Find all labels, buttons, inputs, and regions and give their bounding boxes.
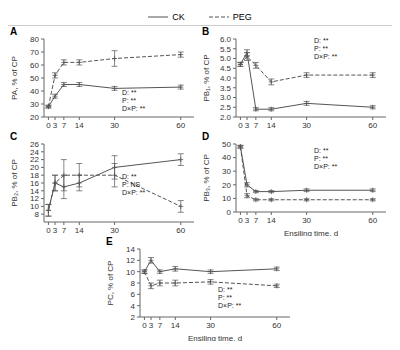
- svg-text:26: 26: [30, 140, 39, 149]
- svg-text:7: 7: [158, 321, 163, 330]
- svg-text:0: 0: [46, 226, 51, 235]
- svg-text:30: 30: [110, 226, 119, 235]
- svg-text:50: 50: [222, 140, 231, 149]
- svg-text:4.0: 4.0: [220, 74, 232, 83]
- svg-text:3: 3: [245, 121, 250, 130]
- svg-text:5.5: 5.5: [220, 45, 232, 54]
- svg-text:PB₃, % of CP: PB₃, % of CP: [202, 154, 211, 202]
- svg-text:0: 0: [238, 216, 243, 225]
- svg-text:6.0: 6.0: [220, 35, 232, 44]
- html-text:B: B: [202, 26, 210, 37]
- svg-text:22: 22: [30, 155, 39, 164]
- svg-text:3: 3: [53, 226, 58, 235]
- svg-text:60: 60: [272, 321, 281, 330]
- svg-text:30: 30: [302, 216, 311, 225]
- svg-text:60: 60: [176, 226, 185, 235]
- svg-text:80: 80: [30, 35, 39, 44]
- svg-text:3: 3: [53, 121, 58, 130]
- svg-text:10: 10: [126, 268, 135, 277]
- svg-text:14: 14: [267, 216, 276, 225]
- svg-text:2: 2: [131, 313, 136, 322]
- svg-text:12: 12: [126, 256, 135, 265]
- svg-text:7: 7: [62, 226, 67, 235]
- svg-text:7: 7: [62, 121, 67, 130]
- svg-text:0: 0: [142, 321, 147, 330]
- svg-text:2.5: 2.5: [220, 103, 232, 112]
- html-text:D: ** P: ** D×P: **: D: ** P: ** D×P: **: [122, 89, 146, 113]
- svg-text:2.0: 2.0: [220, 113, 232, 122]
- svg-text:3.5: 3.5: [220, 84, 232, 93]
- svg-text:14: 14: [126, 245, 135, 254]
- svg-text:6: 6: [131, 290, 136, 299]
- svg-text:PC, % of CP: PC, % of CP: [106, 261, 115, 306]
- svg-text:30: 30: [30, 100, 39, 109]
- html-text:C: C: [10, 131, 18, 142]
- svg-text:50: 50: [30, 74, 39, 83]
- svg-text:18: 18: [30, 171, 39, 180]
- svg-text:12: 12: [30, 194, 39, 203]
- html-text:D: ** P: ** D×P: **: D: ** P: ** D×P: **: [314, 36, 338, 60]
- svg-text:40: 40: [222, 153, 231, 162]
- svg-text:3.0: 3.0: [220, 93, 232, 102]
- html-text:D: D: [202, 131, 210, 142]
- svg-text:30: 30: [206, 321, 215, 330]
- html-text:D: ** P: ** D×P: **: D: ** P: ** D×P: **: [314, 147, 338, 171]
- svg-text:14: 14: [267, 121, 276, 130]
- svg-text:4.5: 4.5: [220, 64, 232, 73]
- svg-text:30: 30: [222, 167, 231, 176]
- svg-text:20: 20: [222, 181, 231, 190]
- svg-text:60: 60: [176, 121, 185, 130]
- html-text:PEG: PEG: [232, 11, 252, 22]
- svg-text:0: 0: [46, 121, 51, 130]
- svg-text:60: 60: [30, 61, 39, 70]
- html-text:A: A: [10, 26, 18, 37]
- svg-text:30: 30: [302, 121, 311, 130]
- svg-text:7: 7: [254, 121, 259, 130]
- html-text:E: E: [106, 236, 113, 247]
- svg-text:3: 3: [245, 216, 250, 225]
- svg-text:14: 14: [30, 187, 39, 196]
- svg-text:PB₁, % of CP: PB₁, % of CP: [202, 54, 211, 101]
- svg-text:PA, % of CP: PA, % of CP: [10, 56, 19, 100]
- svg-text:16: 16: [30, 179, 39, 188]
- svg-text:10: 10: [30, 202, 39, 211]
- svg-text:14: 14: [75, 226, 84, 235]
- svg-text:0: 0: [238, 121, 243, 130]
- svg-text:Ensiling time, d: Ensiling time, d: [284, 229, 338, 236]
- svg-text:14: 14: [75, 121, 84, 130]
- svg-text:10: 10: [222, 194, 231, 203]
- svg-text:3: 3: [149, 321, 154, 330]
- svg-text:PB₂, % of CP: PB₂, % of CP: [10, 159, 19, 207]
- svg-text:60: 60: [368, 121, 377, 130]
- svg-text:70: 70: [30, 48, 39, 57]
- svg-text:24: 24: [30, 148, 39, 157]
- svg-text:8: 8: [35, 210, 40, 219]
- svg-text:4: 4: [131, 302, 136, 311]
- html-text:CK: CK: [172, 11, 185, 22]
- svg-text:14: 14: [171, 321, 180, 330]
- svg-text:30: 30: [110, 121, 119, 130]
- html-text:D: ** P: ** D×P: **: D: ** P: ** D×P: **: [218, 286, 242, 310]
- svg-text:8: 8: [131, 279, 136, 288]
- svg-text:5.0: 5.0: [220, 54, 232, 63]
- svg-text:Ensiling time, d: Ensiling time, d: [188, 334, 242, 341]
- svg-text:40: 40: [30, 87, 39, 96]
- svg-text:60: 60: [368, 216, 377, 225]
- svg-text:20: 20: [30, 163, 39, 172]
- svg-text:0: 0: [227, 208, 232, 217]
- svg-text:7: 7: [254, 216, 259, 225]
- html-text:D: ** P: NS D×P: **: D: ** P: NS D×P: **: [122, 173, 146, 196]
- svg-text:20: 20: [30, 113, 39, 122]
